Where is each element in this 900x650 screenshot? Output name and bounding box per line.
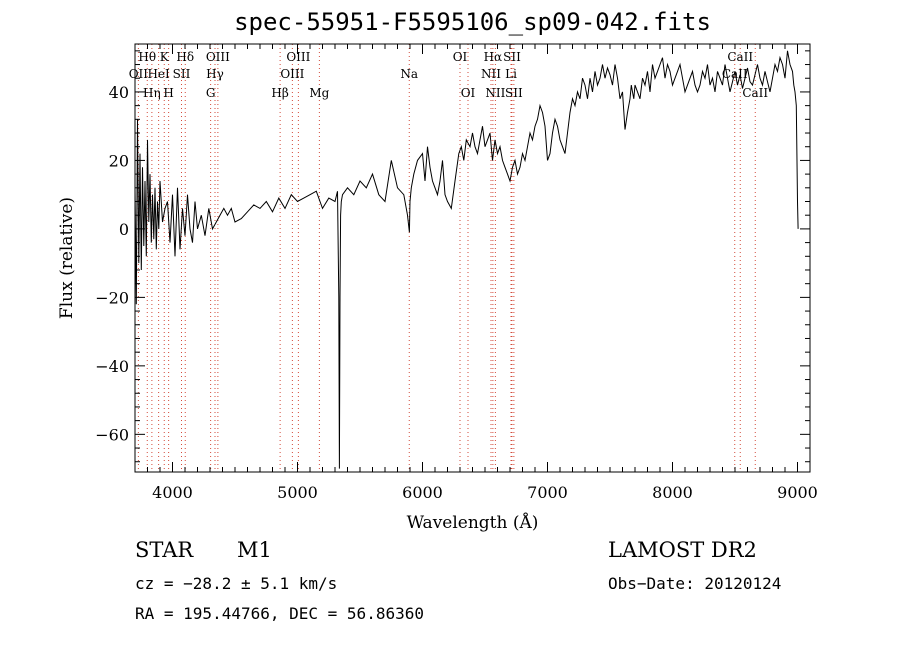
line-label-19: NII xyxy=(481,67,501,81)
line-label-5: HeI xyxy=(147,67,170,81)
y-axis-label: Flux (relative) xyxy=(57,197,77,319)
redshift-velocity: cz = −28.2 ± 5.1 km/s xyxy=(135,574,338,593)
line-label-20: NII xyxy=(485,86,505,100)
line-label-16: OI xyxy=(453,50,468,64)
x-tick-label-1: 5000 xyxy=(277,483,318,502)
line-label-26: CaII xyxy=(742,86,768,100)
x-tick-label-0: 4000 xyxy=(152,483,193,502)
line-label-3: K xyxy=(160,50,170,64)
x-tick-label-5: 9000 xyxy=(777,483,818,502)
observation-date: Obs−Date: 20120124 xyxy=(608,574,782,593)
x-tick-label-2: 6000 xyxy=(402,483,443,502)
survey-label: LAMOST DR2 xyxy=(608,538,757,562)
line-label-15: Na xyxy=(400,67,418,81)
line-label-25: CaII xyxy=(722,67,748,81)
y-tick-label-2: −20 xyxy=(95,288,129,307)
chart-title: spec-55951-F5595106_sp09-042.fits xyxy=(234,8,711,36)
ra-dec-coordinates: RA = 195.44766, DEC = 56.86360 xyxy=(135,604,424,623)
line-label-0: Hθ xyxy=(138,50,156,64)
line-label-10: G xyxy=(206,86,216,100)
line-label-4: H xyxy=(163,86,173,100)
line-label-7: Hδ xyxy=(176,50,194,64)
line-label-18: Hα xyxy=(484,50,503,64)
spectrum-line xyxy=(134,50,799,469)
plot-frame xyxy=(134,43,811,473)
y-tick-label-3: 0 xyxy=(119,220,129,239)
x-tick-label-4: 8000 xyxy=(652,483,693,502)
line-label-11: Hβ xyxy=(271,86,288,100)
object-class: STAR xyxy=(135,538,194,562)
line-label-1: OII xyxy=(129,67,149,81)
x-axis-label: Wavelength (Å) xyxy=(407,512,539,533)
x-tick-label-3: 7000 xyxy=(527,483,568,502)
line-label-23: SII xyxy=(505,86,523,100)
y-tick-label-0: −60 xyxy=(95,425,129,444)
y-tick-label-5: 40 xyxy=(109,83,129,102)
line-label-22: Li xyxy=(505,67,517,81)
line-label-9: Hγ xyxy=(206,67,224,81)
y-tick-label-4: 20 xyxy=(109,151,129,170)
line-label-2: Hη xyxy=(143,86,161,100)
line-label-14: Mg xyxy=(309,86,329,100)
line-label-17: OI xyxy=(461,86,476,100)
line-label-13: OIII xyxy=(286,50,310,64)
line-label-24: CaII xyxy=(727,50,753,64)
object-subclass: M1 xyxy=(237,538,272,562)
y-tick-label-1: −40 xyxy=(95,357,129,376)
line-label-6: SII xyxy=(173,67,191,81)
line-label-12: OIII xyxy=(280,67,304,81)
line-label-21: SII xyxy=(503,50,521,64)
line-label-8: OIII xyxy=(206,50,230,64)
